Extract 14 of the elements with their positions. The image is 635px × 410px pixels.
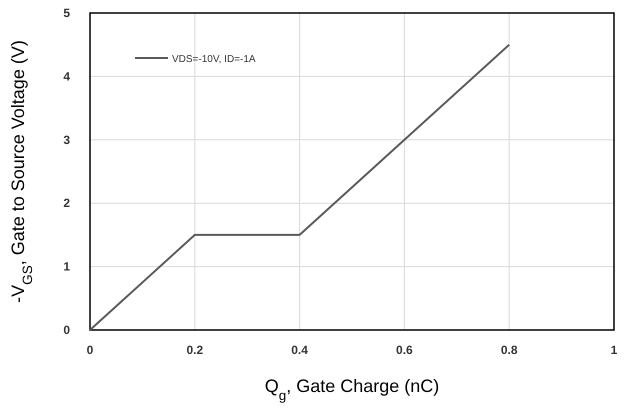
y-tick-label: 5: [63, 6, 70, 20]
y-tick-label: 3: [63, 132, 70, 147]
y-tick-label: 4: [63, 69, 70, 84]
x-tick-label: 0: [86, 343, 94, 357]
x-tick-label: 0.6: [396, 343, 414, 357]
y-tick-label: 0: [63, 323, 70, 337]
x-axis-title: Q$_{g}$, Gate Charge (nC): [264, 376, 440, 402]
x-tick-label: 0.8: [500, 343, 518, 357]
y-tick-label: 2: [63, 196, 70, 210]
x-tick-label: 1: [610, 343, 618, 357]
y-tick-label: 1: [63, 260, 70, 274]
legend-label: VDS=-10V, ID=-1A: [172, 54, 256, 65]
x-tick-label: 0.4: [291, 343, 308, 357]
x-tick-label: 0.2: [186, 343, 204, 357]
